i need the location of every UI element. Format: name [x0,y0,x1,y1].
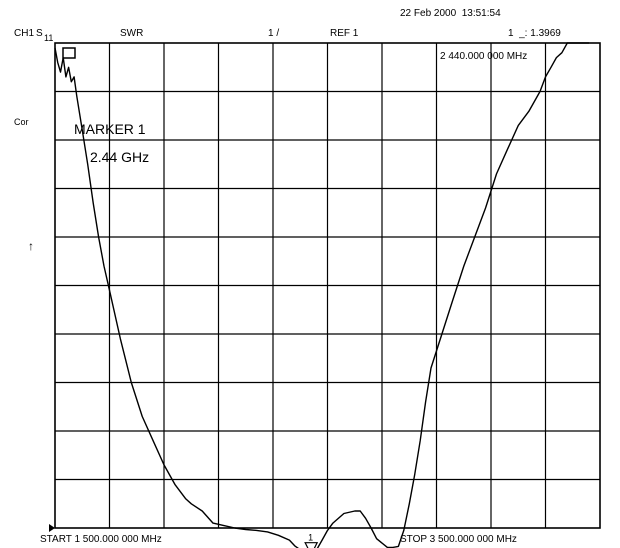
marker-annotation-freq: 2.44 GHz [90,149,150,165]
ref-label: REF 1 [330,28,359,39]
marker-readout: 1 _: 1.3969 [508,28,561,39]
param-main: S [36,28,43,39]
plot-grid [54,42,601,529]
correction-label: Cor [14,117,29,127]
stop-frequency: STOP 3 500.000 000 MHz [400,534,517,545]
format-label: SWR [120,28,144,39]
start-frequency: START 1 500.000 000 MHz [40,534,162,545]
marker-frequency: 2 440.000 000 MHz [440,51,528,62]
swr-trace [54,42,590,548]
param-sub: 11 [44,33,54,43]
marker-annotation-title: MARKER 1 [74,121,146,137]
trace-group [54,42,590,548]
marker-group: 1 [49,47,319,548]
reference-arrow-icon: ↑ [28,239,34,253]
reference-pointer-icon [49,524,55,532]
channel-label: CH1 [14,28,35,39]
timestamp: 22 Feb 2000 13:51:54 [400,8,501,19]
trace-start-indicator [62,47,76,59]
scale-label: 1 / [268,28,280,39]
marker-1-label: 1 [308,533,313,543]
marker-1-icon [304,542,319,548]
